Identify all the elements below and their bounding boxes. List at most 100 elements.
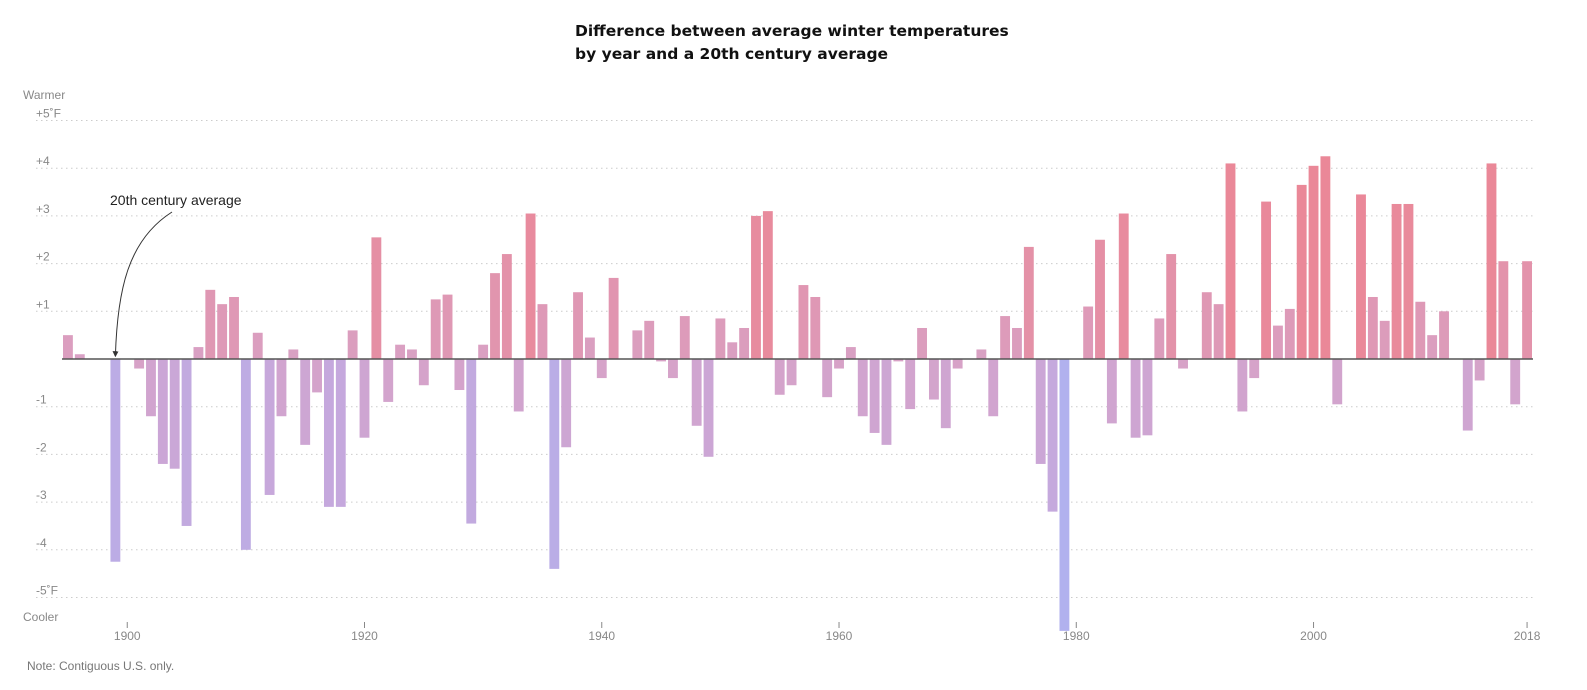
bar-1972: [976, 349, 987, 359]
bar-1987: [1154, 318, 1165, 359]
bar-1939: [584, 337, 595, 359]
x-tick-label: 1940: [588, 629, 615, 643]
bar-1991: [1201, 292, 1212, 359]
bar-1944: [644, 320, 655, 359]
bar-1935: [537, 304, 548, 359]
y-tick-label: -1: [36, 393, 47, 407]
bar-1895: [63, 335, 73, 359]
bar-1960: [834, 359, 844, 369]
annotation-label: 20th century average: [110, 192, 242, 208]
bar-2007: [1391, 203, 1402, 359]
bar-1938: [573, 292, 583, 359]
x-tick-label: 1920: [351, 629, 378, 643]
bar-2013: [1462, 359, 1473, 431]
bar-1915: [300, 359, 311, 445]
bar-1905: [181, 359, 192, 526]
bar-2006: [1379, 320, 1390, 359]
bar-1927: [442, 294, 453, 359]
bar-1902: [146, 359, 156, 417]
chart-title-line-1: Difference between average winter temper…: [575, 22, 1009, 40]
y-tick-label: -4: [36, 536, 47, 550]
bar-1904: [169, 359, 180, 469]
bar-1969: [940, 359, 951, 429]
bar-1943: [632, 330, 643, 359]
bar-1948: [691, 359, 702, 426]
bar-1992: [1213, 304, 1224, 359]
bar-1931: [490, 273, 500, 359]
bar-1949: [703, 359, 714, 457]
bar-1903: [157, 359, 168, 464]
bar-2002: [1332, 359, 1343, 405]
bar-1921: [371, 237, 382, 359]
x-tick-label: 1980: [1063, 629, 1090, 643]
bar-1957: [798, 285, 809, 359]
bar-1966: [905, 359, 916, 410]
bar-1941: [608, 277, 619, 359]
bar-1925: [418, 359, 429, 386]
bar-1997: [1273, 325, 1283, 359]
chart-title: Difference between average winter temper…: [575, 20, 1135, 66]
bar-1978: [1047, 359, 1058, 512]
bar-1962: [857, 359, 868, 417]
bar-1906: [193, 347, 204, 359]
bar-1922: [383, 359, 394, 402]
footnote: Note: Contiguous U.S. only.: [27, 659, 175, 673]
bar-1946: [668, 359, 678, 379]
y-tick-label: +5˚F: [36, 107, 61, 121]
bar-1983: [1106, 359, 1117, 424]
bar-2014: [1474, 359, 1485, 381]
bar-1929: [466, 359, 477, 524]
bar-1982: [1095, 239, 1105, 359]
bar-1913: [276, 359, 287, 417]
bar-1901: [134, 359, 145, 369]
bar-1993: [1225, 163, 1236, 359]
bar-1998: [1284, 308, 1295, 359]
bar-1995: [1249, 359, 1260, 379]
bar-1934: [525, 213, 536, 359]
bar-2010: [1427, 335, 1438, 359]
bar-1999: [1296, 184, 1307, 359]
bar-1985: [1130, 359, 1141, 438]
bar-1947: [679, 316, 690, 359]
bar-1984: [1118, 213, 1129, 359]
bar-1976: [1023, 246, 1034, 359]
chart-title-line-2: by year and a 20th century average: [575, 45, 889, 63]
bar-1954: [762, 211, 773, 359]
bar-2009: [1415, 301, 1426, 359]
bar-1979: [1059, 359, 1070, 631]
x-tick-label: 2000: [1300, 629, 1327, 643]
bar-1965: [893, 359, 904, 362]
bar-1907: [205, 289, 216, 359]
bar-2018: [1522, 261, 1532, 359]
cooler-label: Cooler: [23, 610, 58, 624]
bar-1923: [395, 344, 406, 359]
bar-1981: [1083, 306, 1094, 359]
annotation-arrow: [112, 211, 173, 358]
bar-1989: [1178, 359, 1188, 369]
bar-1920: [359, 359, 370, 438]
bar-1926: [430, 299, 441, 359]
bar-1953: [751, 215, 761, 359]
bar-1930: [478, 344, 489, 359]
bar-1994: [1237, 359, 1248, 412]
y-tick-label: -2: [36, 440, 47, 454]
bar-1911: [252, 332, 263, 359]
warmer-label: Warmer: [23, 88, 65, 102]
y-tick-label: +4: [36, 154, 50, 168]
bar-1916: [312, 359, 322, 393]
bar-1914: [288, 349, 299, 359]
bar-2016: [1498, 261, 1509, 359]
bar-1986: [1142, 359, 1153, 436]
bar-1977: [1035, 359, 1046, 464]
bar-1940: [596, 359, 607, 379]
x-tick-label: 1960: [826, 629, 853, 643]
bar-1933: [513, 359, 524, 412]
bar-1955: [774, 359, 785, 395]
bar-1967: [917, 327, 927, 359]
bar-1975: [1012, 327, 1022, 359]
bar-1950: [715, 318, 726, 359]
bar-1968: [928, 359, 939, 400]
bar-1908: [217, 304, 228, 359]
bar-1896: [74, 354, 85, 359]
